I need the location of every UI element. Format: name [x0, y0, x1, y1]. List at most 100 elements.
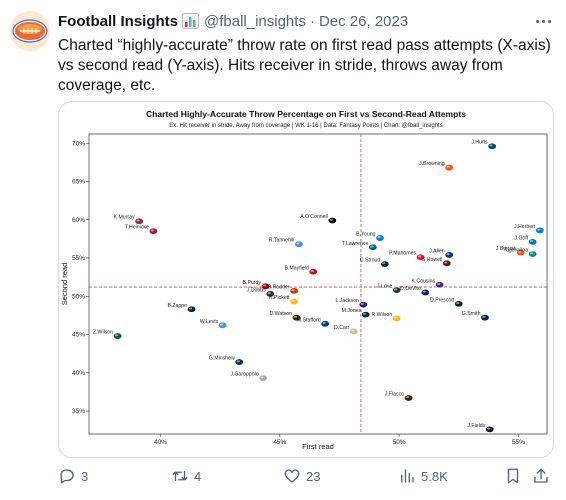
team-logo-marker	[485, 425, 495, 433]
team-logo-marker-highlight	[262, 284, 267, 287]
team-logo-marker-highlight	[188, 307, 193, 310]
team-logo-marker	[444, 251, 454, 259]
team-logo-marker-highlight	[382, 262, 386, 265]
team-logo-marker	[113, 332, 123, 340]
team-logo-marker-highlight	[363, 312, 367, 315]
author-name[interactable]: Football Insights	[58, 12, 178, 30]
team-logo-marker-highlight	[417, 255, 422, 258]
retweet-icon	[172, 470, 188, 482]
point-label: K.Pickett	[269, 295, 290, 301]
team-logo-marker	[361, 311, 371, 319]
tweet-date[interactable]: Dec 26, 2023	[318, 12, 409, 30]
team-logo-marker	[392, 314, 402, 322]
retweet-count: 4	[194, 468, 202, 484]
separator-dot: ·	[309, 12, 315, 30]
plot-frame	[88, 133, 548, 435]
team-logo-marker-highlight	[394, 288, 398, 291]
reply-count: 3	[81, 468, 89, 484]
point-label: M.Stafford	[297, 317, 321, 323]
views-button[interactable]: 5.8K	[398, 466, 448, 486]
team-logo-marker	[368, 243, 378, 251]
x-tick-label: 50%	[393, 439, 406, 446]
team-logo-marker	[349, 327, 359, 335]
more-options-button[interactable]	[532, 13, 554, 29]
x-tick-label: 45%	[273, 439, 286, 446]
point-label: G.Minshew	[209, 356, 235, 362]
chart-subtitle: Ex. Hit receiver in stride, Away from co…	[169, 123, 442, 129]
point-label: L.Jackson	[335, 298, 358, 304]
y-tick-label: 65%	[72, 179, 85, 186]
team-logo-marker	[380, 260, 390, 268]
team-logo-marker-highlight	[115, 334, 119, 337]
team-logo-marker	[308, 268, 318, 276]
team-logo-marker-highlight	[267, 292, 271, 295]
team-logo-marker-highlight	[530, 240, 534, 243]
team-logo-marker-highlight	[296, 242, 300, 245]
share-button[interactable]	[532, 466, 555, 486]
point-label: W.Levis	[200, 319, 219, 325]
team-logo-marker-highlight	[370, 245, 374, 248]
point-label: J.Flacco	[385, 392, 404, 398]
team-logo-marker-highlight	[260, 376, 264, 379]
point-label: G.Smith	[462, 311, 481, 317]
team-logo-marker	[358, 301, 368, 309]
team-logo-marker	[234, 358, 244, 366]
team-logo-marker-highlight	[293, 315, 298, 318]
football-logo-icon	[10, 11, 50, 51]
reply-icon	[60, 469, 74, 484]
like-button[interactable]: 23	[283, 466, 320, 486]
team-logo-marker-highlight	[444, 261, 448, 264]
point-label: Z.Wilson	[93, 330, 113, 336]
point-label: T.Lawrence	[342, 241, 369, 247]
point-label: S.Howell	[422, 257, 442, 263]
point-label: B.Rodder	[268, 284, 290, 290]
team-logo-marker-highlight	[446, 253, 450, 256]
avatar[interactable]	[10, 11, 50, 51]
author-handle[interactable]: @fball_insights	[204, 12, 306, 30]
team-logo-marker	[535, 226, 545, 234]
y-tick-label: 45%	[72, 332, 85, 339]
team-logo-marker	[420, 288, 430, 296]
team-logo-marker	[261, 282, 271, 290]
team-logo-marker	[134, 217, 144, 225]
point-label: J.Burrow	[496, 246, 517, 252]
retweet-button[interactable]: 4	[171, 466, 201, 486]
point-label: B.Young	[356, 232, 376, 238]
chart-image-card[interactable]: Charted Highly-Accurate Throw Percentage…	[58, 101, 554, 458]
team-logo-marker-highlight	[518, 250, 522, 253]
team-logo-marker	[416, 253, 426, 261]
team-logo-marker-highlight	[446, 165, 450, 168]
team-logo-marker-highlight	[291, 299, 295, 302]
team-logo-marker	[320, 320, 330, 328]
view-count: 5.8K	[421, 468, 448, 484]
point-label: D.Watson	[269, 311, 292, 317]
team-logo-marker	[327, 216, 337, 224]
data-points: J.Hurts J.Browning K.Murray T.Heinicke A.O'C…	[93, 140, 545, 433]
dot-icon	[541, 19, 545, 23]
reply-button[interactable]: 3	[58, 466, 88, 486]
team-logo-marker	[487, 142, 497, 150]
team-logo-marker-highlight	[437, 282, 441, 285]
share-icon	[534, 468, 548, 483]
x-tick-label: 40%	[154, 439, 167, 446]
y-tick-label: 40%	[72, 370, 85, 377]
team-logo-marker	[289, 298, 299, 306]
chart-title: Charted Highly-Accurate Throw Percentage…	[146, 109, 466, 119]
y-tick-label: 60%	[72, 217, 85, 224]
reference-lines	[89, 134, 547, 434]
point-label: J.Garoppolo	[230, 372, 258, 378]
point-label: B.Mayfield	[285, 265, 309, 271]
team-logo-marker	[294, 240, 304, 248]
bookmark-button[interactable]	[504, 466, 527, 486]
y-tick-label: 70%	[72, 140, 85, 147]
team-logo-marker	[392, 286, 402, 294]
point-label: R.Wilson	[371, 312, 392, 318]
point-label: P.Mahomes	[389, 251, 416, 257]
views-bar-icon	[401, 469, 414, 483]
team-logo-marker-highlight	[456, 302, 460, 305]
team-logo-marker-highlight	[351, 329, 355, 332]
team-logo-marker	[148, 227, 158, 235]
team-logo-marker-highlight	[406, 396, 410, 399]
team-logo-marker-highlight	[537, 228, 541, 231]
team-logo-marker-highlight	[530, 252, 534, 255]
